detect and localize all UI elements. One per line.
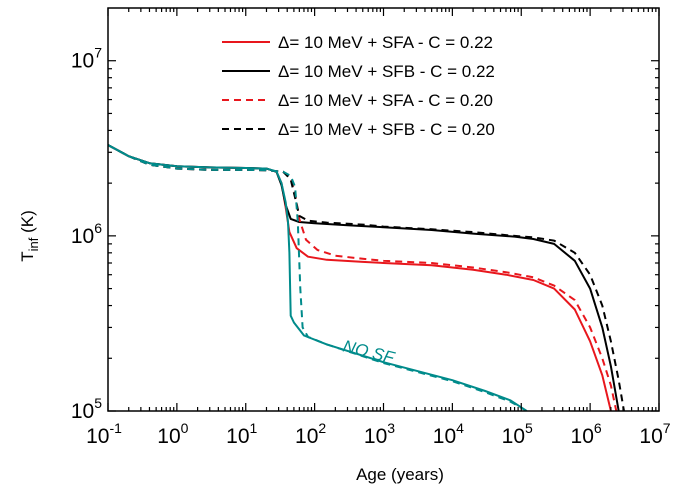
series-layer bbox=[108, 144, 625, 411]
legend: Δ= 10 MeV + SFA - C = 0.22 Δ= 10 MeV + SF… bbox=[222, 33, 495, 139]
series-line-2 bbox=[108, 144, 620, 411]
series-line-6 bbox=[108, 144, 528, 411]
x-tick-label: 100 bbox=[157, 420, 188, 448]
x-tick-label: 10-1 bbox=[86, 420, 122, 448]
y-axis-title-main: T bbox=[18, 251, 37, 261]
series-line-3 bbox=[108, 144, 618, 411]
x-tick-label: 105 bbox=[502, 420, 533, 448]
x-axis-title: Age (years) bbox=[356, 465, 444, 484]
legend-label-1: Δ= 10 MeV + SFA - C = 0.22 bbox=[278, 33, 493, 52]
y-axis-title: Tinf (K) bbox=[18, 210, 41, 262]
y-tick-label: 107 bbox=[71, 45, 102, 73]
x-tick-label: 107 bbox=[639, 420, 670, 448]
series-line-5 bbox=[108, 144, 528, 411]
legend-label-4: Δ= 10 MeV + SFB - C = 0.20 bbox=[278, 120, 495, 139]
annotation-no-sf: NO SF bbox=[341, 336, 398, 367]
x-tick-label: 103 bbox=[364, 420, 395, 448]
y-axis-title-unit: (K) bbox=[18, 210, 37, 237]
x-tick-label: 106 bbox=[571, 420, 602, 448]
y-tick-label: 105 bbox=[71, 395, 102, 423]
y-axis-title-sub: inf bbox=[26, 237, 41, 251]
series-line-4 bbox=[108, 144, 625, 411]
axes-layer: 10-1 100 101 102 103 104 105 106 107 105 106 107 bbox=[71, 7, 671, 448]
x-tick-label: 102 bbox=[295, 420, 326, 448]
x-tick-label: 104 bbox=[433, 420, 464, 448]
x-tick-label: 101 bbox=[226, 420, 257, 448]
legend-label-2: Δ= 10 MeV + SFB - C = 0.22 bbox=[278, 62, 495, 81]
series-line-1 bbox=[108, 144, 612, 411]
y-tick-label: 106 bbox=[71, 220, 102, 248]
legend-label-3: Δ= 10 MeV + SFA - C = 0.20 bbox=[278, 91, 493, 110]
